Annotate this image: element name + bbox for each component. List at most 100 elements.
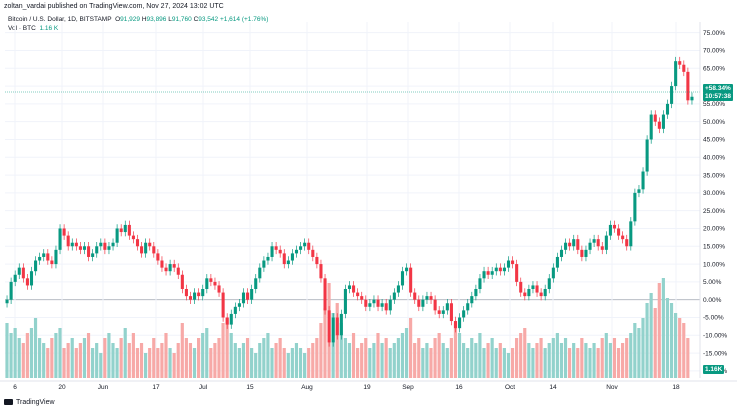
volume-bar [335,303,339,378]
candle-body [584,249,588,257]
y-tick-label: 30.00% [703,190,725,197]
candle-body [241,292,246,304]
candle-body [417,299,421,307]
volume-bar [209,348,213,378]
volume-bar [498,343,502,378]
volume-bar [531,348,535,378]
candle-body [686,71,690,101]
candle-body [99,242,103,247]
volume-bar [290,348,294,378]
volume-bar [192,348,197,378]
candle-body [600,246,604,250]
x-tick-label: Oct [505,384,515,391]
candle-body [372,299,376,304]
volume-bar [95,343,99,378]
candle-body [156,253,160,261]
low-value: 91,760 [171,16,192,23]
volume-bar [282,348,286,378]
volume-bar [510,348,515,378]
y-tick-label: 75.00% [703,30,725,37]
volume-bar [543,348,547,378]
close-value: 93,542 [198,16,219,23]
candle-body [229,313,233,325]
candle-body [258,267,262,279]
candle-body [213,281,217,286]
candle-body [625,239,629,247]
volume-bar [669,303,674,378]
candle-body [519,281,523,293]
close-label: C [193,16,199,23]
volume-bar [396,338,400,378]
volume-bar [38,338,42,378]
volume-bar [633,323,637,378]
candle-body [74,242,78,247]
candle-body [221,292,225,318]
volume-bar [5,323,9,378]
volume-bar [572,343,576,378]
volume-bar [21,343,25,378]
candle-body [144,242,148,254]
candle-body [286,260,290,265]
tradingview-logo[interactable]: TradingView [4,399,55,406]
volume-bar [315,338,319,378]
candle-body [608,224,612,236]
volume-bar [457,333,462,378]
candle-body [107,246,111,250]
volume-bar [119,338,123,378]
y-tick-label: 5.00% [703,279,722,286]
candle-body [617,228,621,236]
candle-body [42,253,46,257]
volume-bar [421,348,425,378]
y-tick-label: 0.00% [703,297,722,304]
candle-body [580,249,584,257]
candle-body [50,260,54,265]
candle-body [515,264,519,282]
volume-bar [62,348,66,378]
volume-bar [241,343,246,378]
candle-body [225,317,229,325]
candle-body [588,242,592,250]
volume-bar [625,338,629,378]
candle-body [376,299,380,307]
volume-bar [425,343,429,378]
candle-body [576,239,580,250]
y-tick-label: -10.00% [703,332,727,339]
candle-body [347,285,352,289]
candle-body [511,260,515,265]
candle-body [352,285,356,293]
candle-body [184,289,188,297]
volume-bar [339,323,343,378]
candle-body [197,292,201,297]
volume-bar [563,338,568,378]
high-value: 93,896 [146,16,167,23]
y-tick-label: 70.00% [703,48,725,55]
volume-bar [645,303,649,378]
candle-body [9,281,13,300]
volume-bar [115,348,119,378]
candle-body [168,264,172,272]
candle-body [612,224,617,229]
candle-body [176,267,180,275]
volume-bar [17,338,21,378]
candle-body [437,310,441,314]
volume-bar [82,338,87,378]
candle-body [66,235,70,247]
volume-bar [392,343,396,378]
candle-body [396,285,400,293]
candle-body [547,278,551,289]
candle-body [172,264,176,268]
volume-legend: Vol · BTC 1.16 K [8,25,58,32]
candle-body [95,246,99,254]
x-tick-label: 16 [455,384,463,391]
volume-bar [139,343,144,378]
volume-bar [600,338,604,378]
y-tick-label: 50.00% [703,119,725,126]
candle-body [392,292,396,300]
volume-bar [506,353,511,378]
volume-bar [661,278,665,378]
candle-body [46,253,50,261]
volume-bar [323,308,327,378]
volume-bar [637,328,641,378]
candle-body [5,299,9,304]
